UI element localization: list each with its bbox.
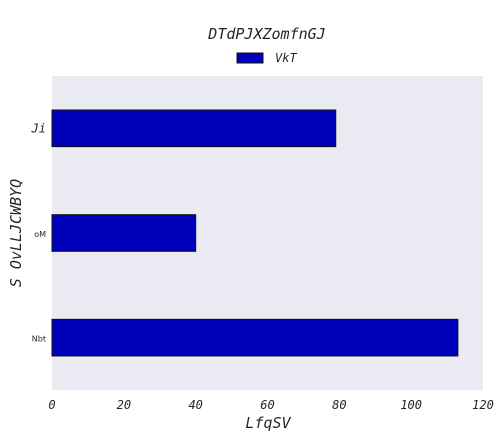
y-axis-label: S OvLLJCWBYQ xyxy=(7,179,25,287)
y-tick-label-om: oM xyxy=(34,230,46,239)
bars xyxy=(51,109,459,357)
legend-label: VkT xyxy=(275,51,297,65)
bar-nbt xyxy=(51,318,459,357)
x-tick-label-20: 20 xyxy=(117,398,131,412)
legend-swatch xyxy=(236,52,264,64)
x-tick-label-40: 40 xyxy=(188,398,202,412)
x-tick-labels: 0 20 40 60 80 100 120 xyxy=(48,398,493,412)
bar-om xyxy=(51,214,197,252)
bar-ji xyxy=(51,109,337,148)
y-tick-labels: Nbt oM Ji xyxy=(31,121,47,343)
x-tick-label-100: 100 xyxy=(400,398,422,412)
chart-title: DTdPJXZomfnGJ xyxy=(207,25,325,43)
x-axis-label: LfqSV xyxy=(245,414,291,432)
x-tick-label-0: 0 xyxy=(48,398,55,412)
x-tick-label-120: 120 xyxy=(472,398,494,412)
x-tick-label-60: 60 xyxy=(260,398,274,412)
y-tick-label-ji: Ji xyxy=(31,121,46,135)
x-tick-label-80: 80 xyxy=(332,398,346,412)
y-tick-label-nbt: Nbt xyxy=(32,335,46,344)
legend: VkT xyxy=(236,51,297,65)
